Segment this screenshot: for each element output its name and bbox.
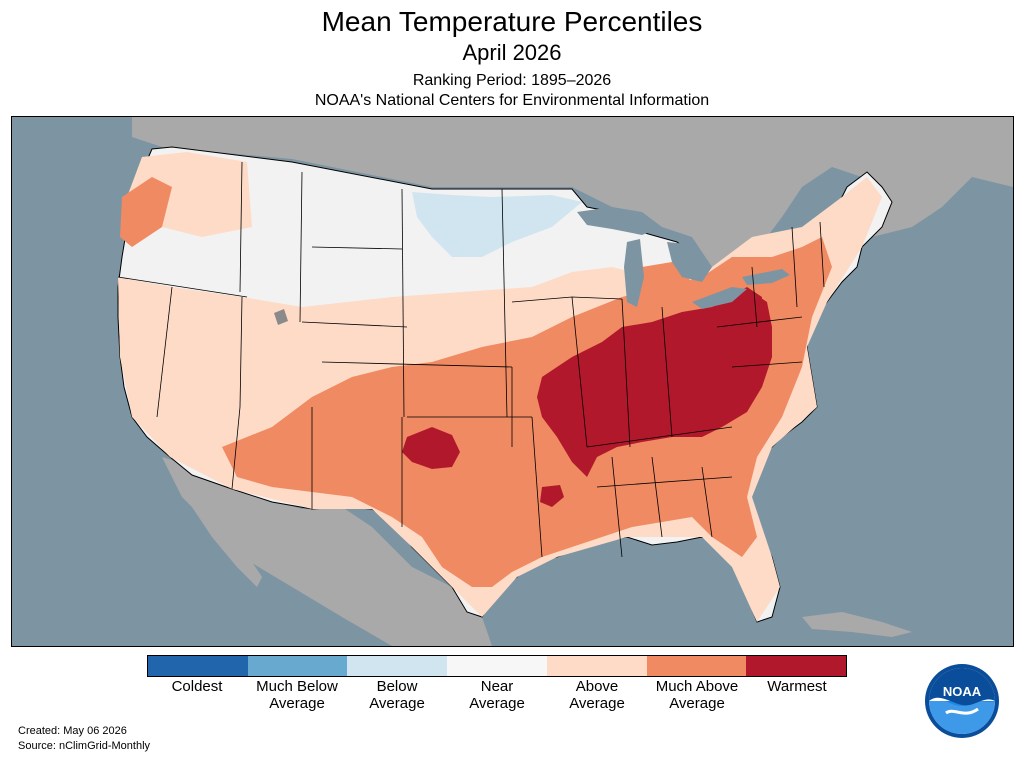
temperature-map bbox=[117, 117, 1013, 646]
much-above-average-michigan bbox=[640, 262, 692, 312]
warmest-region-ohio-valley bbox=[537, 292, 772, 477]
map-title: Mean Temperature Percentiles bbox=[321, 6, 703, 37]
legend-swatch-much-above bbox=[646, 656, 747, 676]
source-organization: NOAA's National Centers for Environmenta… bbox=[314, 92, 710, 109]
legend-label-much-below: Much Below Average bbox=[256, 678, 338, 712]
legend-label-above: Above Average bbox=[569, 678, 625, 712]
legend-label-near: Near Average bbox=[469, 678, 525, 712]
state-boundaries bbox=[117, 161, 825, 558]
map-subtitle: April 2026 bbox=[462, 40, 562, 65]
legend-swatch-much-below bbox=[247, 656, 348, 676]
great-salt-lake bbox=[274, 309, 288, 325]
legend-swatch-warmest bbox=[746, 656, 847, 676]
legend-labels: Coldest Much Below Average Below Average… bbox=[147, 678, 847, 712]
warmest-region-texas bbox=[402, 427, 460, 469]
canada-land bbox=[132, 117, 1013, 277]
legend-swatch-below bbox=[347, 656, 448, 676]
legend-label-much-above: Much Above Average bbox=[655, 678, 739, 712]
map-panel bbox=[11, 116, 1014, 647]
much-above-average-pacific-nw bbox=[120, 177, 172, 247]
lake-huron bbox=[667, 242, 712, 282]
legend-label-coldest: Coldest bbox=[171, 678, 223, 695]
created-date: Created: May 06 2026 bbox=[18, 725, 127, 737]
lake-superior bbox=[577, 207, 662, 235]
noaa-logo: NOAA bbox=[925, 664, 999, 738]
mexico-land bbox=[162, 457, 492, 646]
legend-label-below: Below Average bbox=[369, 678, 425, 712]
baja-peninsula bbox=[177, 467, 262, 587]
legend-label-warmest: Warmest bbox=[767, 678, 827, 695]
lake-erie bbox=[692, 287, 747, 309]
below-average-region bbox=[412, 192, 582, 257]
gulf-of-mexico bbox=[502, 557, 752, 646]
lake-ontario bbox=[742, 269, 790, 285]
warmest-region-louisiana bbox=[540, 485, 564, 507]
cuba-land bbox=[802, 612, 912, 637]
data-source: Source: nClimGrid-Monthly bbox=[18, 740, 151, 752]
legend-swatch-above bbox=[546, 656, 647, 676]
legend-swatch-near bbox=[447, 656, 547, 676]
legend-color-bar bbox=[147, 655, 847, 677]
lake-michigan bbox=[624, 239, 644, 307]
ranking-period: Ranking Period: 1895–2026 bbox=[412, 72, 612, 89]
legend-swatch-coldest bbox=[148, 656, 248, 676]
noaa-logo-text: NOAA bbox=[943, 684, 982, 699]
